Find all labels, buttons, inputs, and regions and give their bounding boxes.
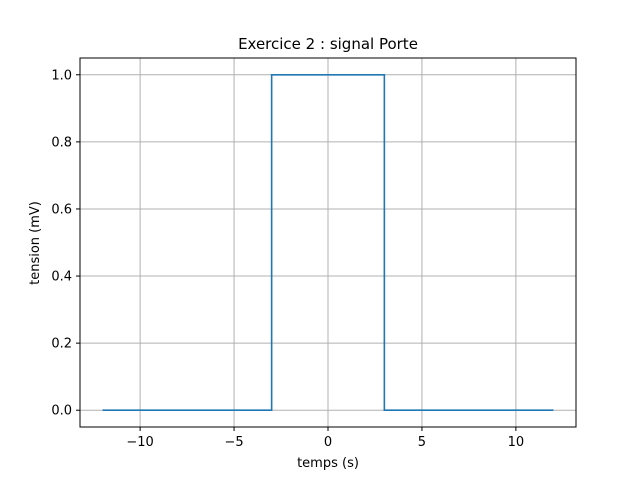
plot-area [102,73,554,412]
y-axis-label: tension (mV) [28,201,43,285]
y-tick-label: 0.8 [51,135,72,150]
y-tick-label: 1.0 [51,68,72,83]
y-tick-label: 0.6 [51,202,72,217]
x-tick-label: −5 [224,435,243,450]
x-tick-label: 0 [324,435,332,450]
x-axis: −10 −5 0 5 10 [126,427,524,450]
series-line [102,73,554,412]
y-axis: 0.0 0.2 0.4 0.6 0.8 1.0 [51,68,80,419]
x-tick-label: −10 [126,435,153,450]
chart-title: Exercice 2 : signal Porte [238,35,418,53]
y-tick-label: 0.4 [51,270,72,285]
x-tick-label: 10 [508,435,525,450]
x-axis-label: temps (s) [297,456,359,471]
y-tick-label: 0.0 [51,404,72,419]
x-tick-label: 5 [418,435,426,450]
y-tick-label: 0.2 [51,337,72,352]
